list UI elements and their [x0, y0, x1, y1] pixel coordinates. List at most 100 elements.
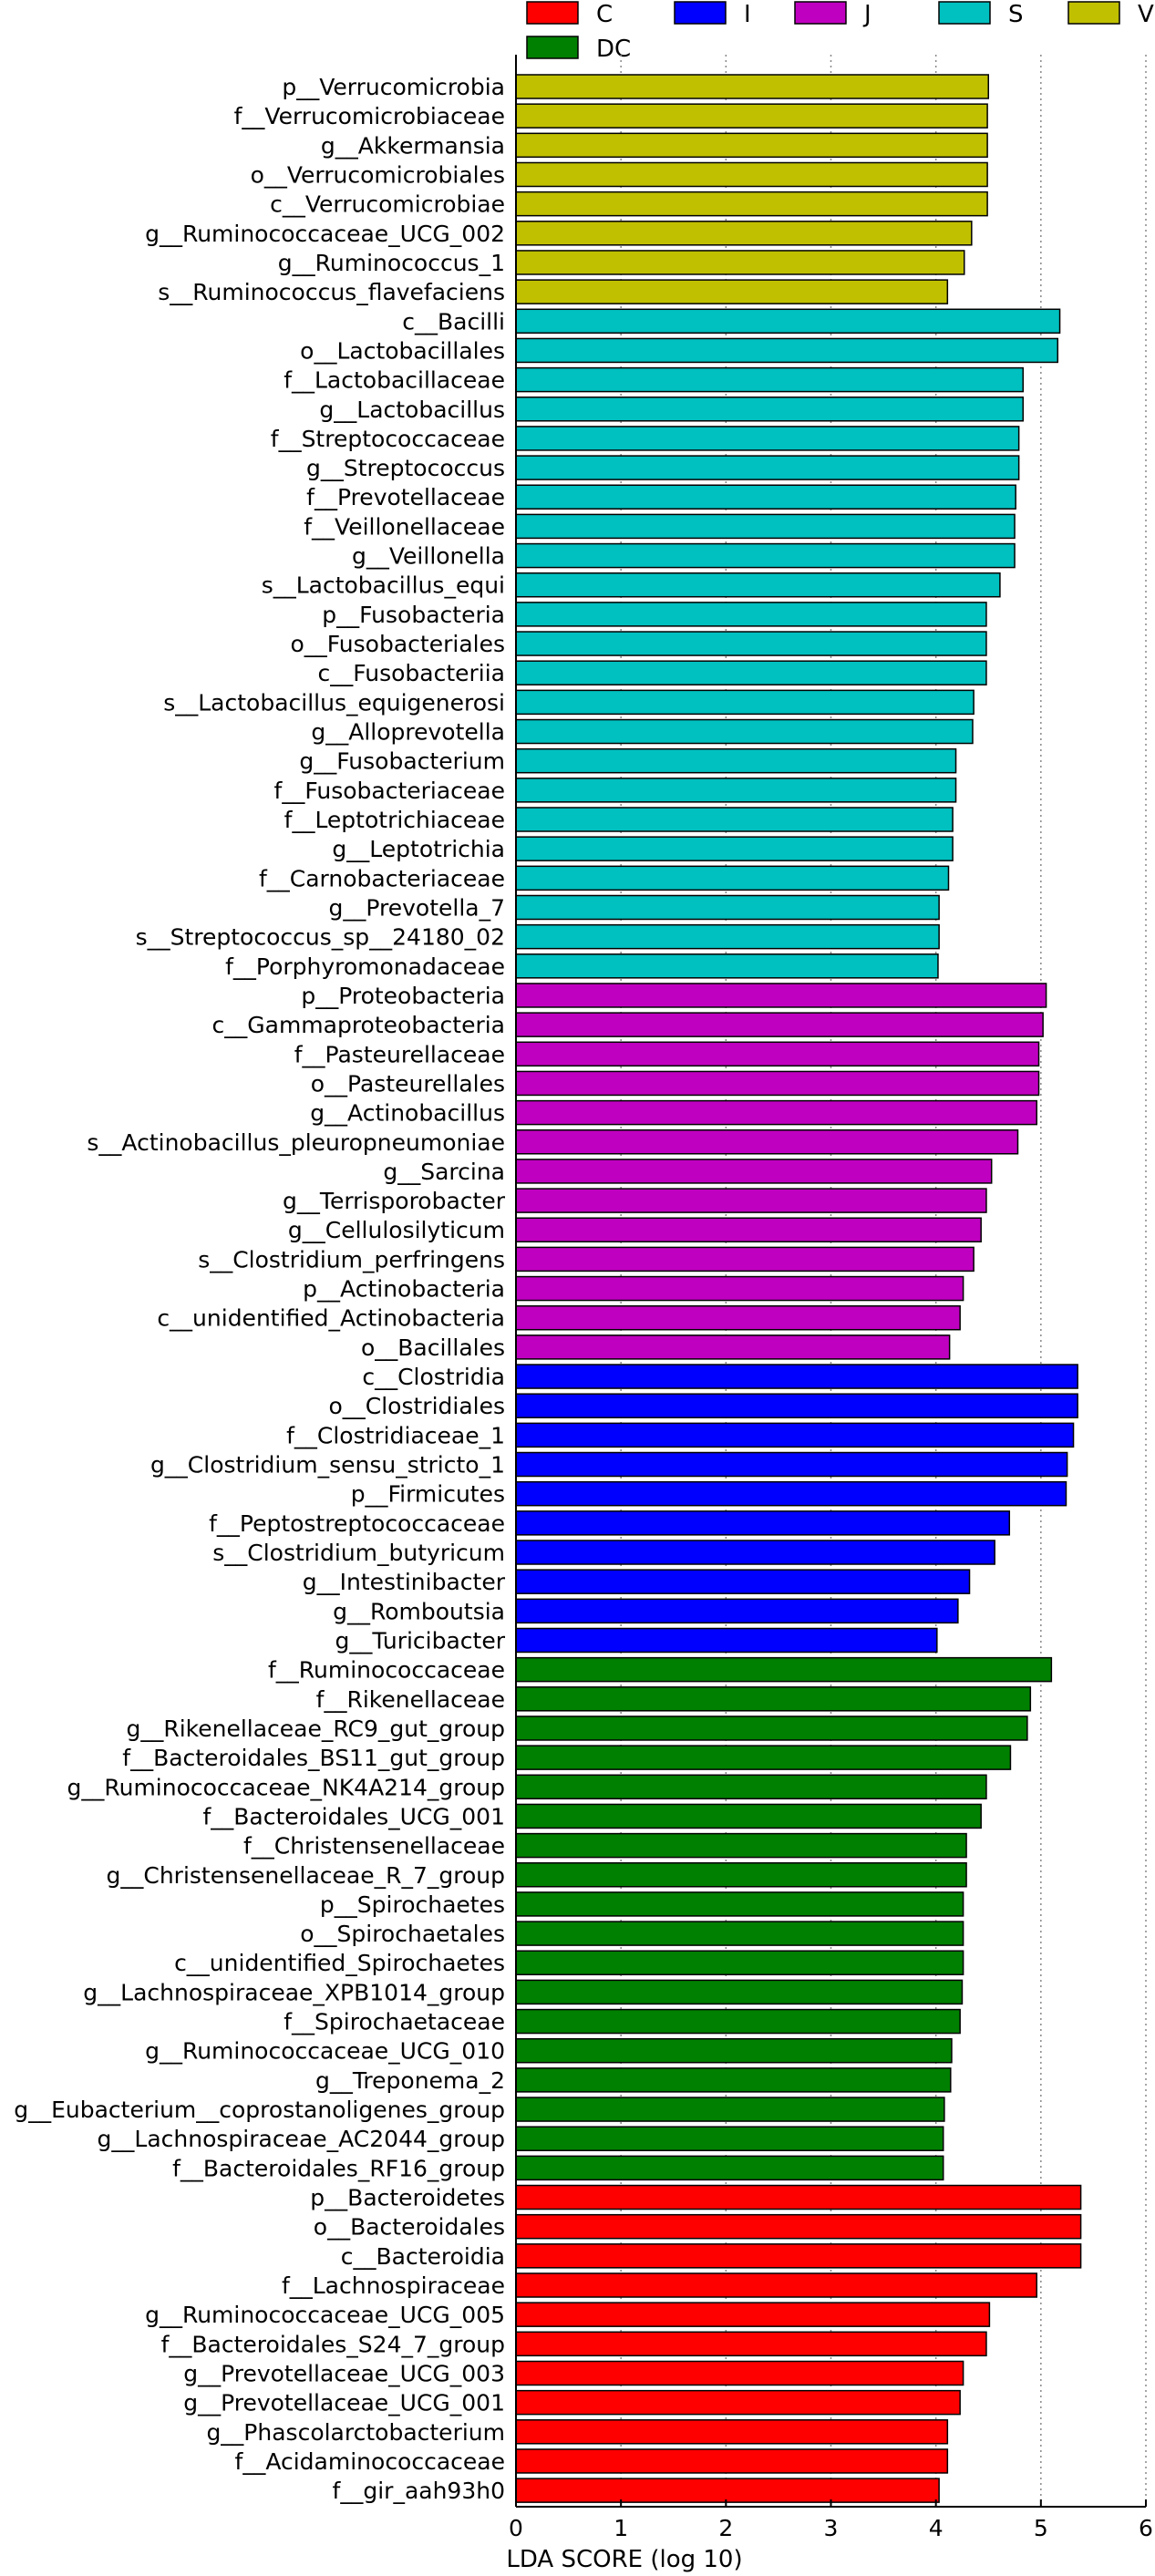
category-label: f__Bacteroidales_S24_7_group	[161, 2331, 505, 2357]
category-label: g__Ruminococcaceae_NK4A214_group	[67, 1774, 505, 1800]
x-tick-label: 1	[614, 2515, 628, 2541]
bar	[515, 191, 988, 217]
category-label: c__unidentified_Actinobacteria	[157, 1305, 505, 1332]
category-label: o__Pasteurellales	[311, 1070, 505, 1097]
bar	[515, 1129, 1019, 1155]
category-label: f__Lactobacillaceae	[284, 367, 505, 394]
bar	[515, 1393, 1078, 1418]
category-label: g__Clostridium_sensu_stricto_1	[150, 1452, 505, 1479]
category-label: g__Alloprevotella	[311, 719, 505, 746]
legend-label: S	[1008, 1, 1024, 28]
category-label: f__Verrucomicrobiaceae	[234, 103, 505, 129]
bar	[515, 2213, 1082, 2240]
bar	[515, 572, 1001, 598]
x-tick-label: 3	[824, 2515, 839, 2541]
bar	[515, 2419, 949, 2445]
category-label: g__Fusobacterium	[299, 748, 505, 775]
category-label: g__Veillonella	[352, 543, 505, 570]
bar	[515, 1041, 1040, 1067]
category-label: g__Sarcina	[383, 1159, 505, 1185]
bar	[515, 250, 965, 275]
bar	[515, 1012, 1044, 1037]
bar	[515, 807, 954, 832]
category-label: o__Fusobacteriales	[291, 631, 506, 657]
bar	[515, 1364, 1078, 1389]
category-label: g__Ruminococcus_1	[278, 250, 505, 276]
category-label: s__Lactobacillus_equi	[262, 572, 505, 599]
category-label: f__Bacteroidales_BS11_gut_group	[122, 1745, 505, 1771]
category-label: f__Leptotrichiaceae	[284, 807, 505, 833]
bar	[515, 1803, 982, 1829]
category-label: g__Christensenellaceae_R_7_group	[107, 1862, 506, 1889]
bar	[515, 1070, 1040, 1097]
category-label: f__Ruminococcaceae	[268, 1657, 505, 1684]
bar	[515, 1480, 1067, 1507]
bar	[515, 397, 1025, 422]
bar	[515, 2360, 964, 2386]
category-label: s__Lactobacillus_equigenerosi	[163, 689, 505, 716]
category-label: f__Peptostreptococcaceae	[209, 1510, 505, 1537]
category-label: c__Bacteroidia	[341, 2243, 505, 2270]
bar	[515, 1422, 1075, 1448]
bar	[515, 2272, 1037, 2298]
bar	[515, 894, 940, 921]
category-label: f__Carnobacteriaceae	[259, 865, 505, 891]
category-label: c__Bacilli	[402, 308, 505, 335]
bar	[515, 455, 1020, 480]
x-tick-label: 0	[509, 2515, 523, 2541]
category-label: f__Clostridiaceae_1	[286, 1422, 505, 1448]
category-label: g__Intestinibacter	[303, 1569, 506, 1595]
category-label: f__Porphyromonadaceae	[225, 953, 505, 980]
bar	[515, 1275, 964, 1302]
bar	[515, 1304, 961, 1331]
bar	[515, 1716, 1028, 1741]
bar	[515, 484, 1016, 510]
category-label: g__Lachnospiraceae_XPB1014_group	[83, 1979, 505, 2005]
category-label: p__Fusobacteria	[322, 602, 505, 628]
category-label: s__Ruminococcus_flavefaciens	[158, 279, 505, 305]
bar	[515, 1217, 982, 1242]
bar	[515, 221, 973, 246]
bar	[515, 631, 987, 656]
category-label: s__Clostridium_perfringens	[198, 1246, 505, 1273]
bar	[515, 1950, 964, 1975]
category-label: g__Eubacterium__coprostanoligenes_group	[14, 2097, 505, 2123]
x-tick-label: 6	[1139, 2515, 1153, 2541]
bar	[515, 1569, 971, 1594]
legend-swatch	[526, 1, 579, 25]
bar	[515, 1627, 938, 1654]
legend: C I J S VC DC	[526, 1, 1155, 63]
bar	[515, 1598, 959, 1624]
bar	[515, 542, 1016, 569]
category-label: g__Turicibacter	[335, 1627, 506, 1654]
category-label: f__Bacteroidales_RF16_group	[172, 2155, 505, 2181]
bar	[515, 1979, 964, 2005]
legend-swatch	[526, 36, 579, 59]
category-label: c__unidentified_Spirochaetes	[174, 1950, 505, 1976]
bar	[515, 1921, 964, 1946]
category-label: g__Leptotrichia	[332, 836, 505, 862]
category-label: f__Acidaminococcaceae	[235, 2448, 505, 2475]
bar	[515, 1451, 1068, 1478]
category-label: g__Prevotella_7	[328, 894, 505, 921]
category-label: g__Ruminococcaceae_UCG_005	[145, 2302, 505, 2328]
bar	[515, 2448, 949, 2474]
bar	[515, 778, 957, 803]
bar	[515, 1334, 951, 1360]
x-tick-label: 2	[718, 2515, 733, 2541]
bar	[515, 1686, 1032, 1712]
bar	[515, 2243, 1082, 2269]
bar	[515, 1188, 987, 1213]
bar	[515, 2008, 961, 2035]
legend-swatch	[1067, 1, 1120, 25]
category-label: g__Treponema_2	[315, 2067, 505, 2094]
category-label: p__Bacteroidetes	[310, 2185, 505, 2211]
bar	[515, 689, 975, 716]
category-label: f__Bacteroidales_UCG_001	[202, 1803, 505, 1829]
bar	[515, 1832, 967, 1859]
bar	[515, 2097, 945, 2122]
bar	[515, 74, 989, 99]
category-label: p__Verrucomicrobia	[282, 74, 505, 100]
bar	[515, 2478, 940, 2503]
category-label: p__Firmicutes	[351, 1481, 505, 1508]
